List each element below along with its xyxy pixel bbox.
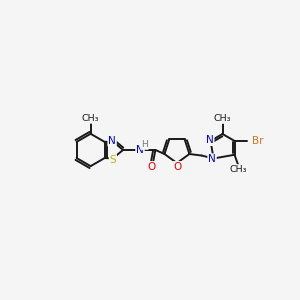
Text: O: O [147, 162, 156, 172]
Text: CH₃: CH₃ [82, 114, 99, 123]
Text: N: N [208, 154, 216, 164]
Text: N: N [108, 136, 116, 146]
Text: N: N [136, 145, 144, 155]
Text: CH₃: CH₃ [214, 114, 231, 123]
Text: H: H [141, 140, 148, 149]
Text: N: N [206, 135, 214, 145]
Text: S: S [110, 155, 116, 165]
Text: Br: Br [252, 136, 264, 146]
Text: CH₃: CH₃ [230, 165, 247, 174]
Text: O: O [174, 162, 182, 172]
